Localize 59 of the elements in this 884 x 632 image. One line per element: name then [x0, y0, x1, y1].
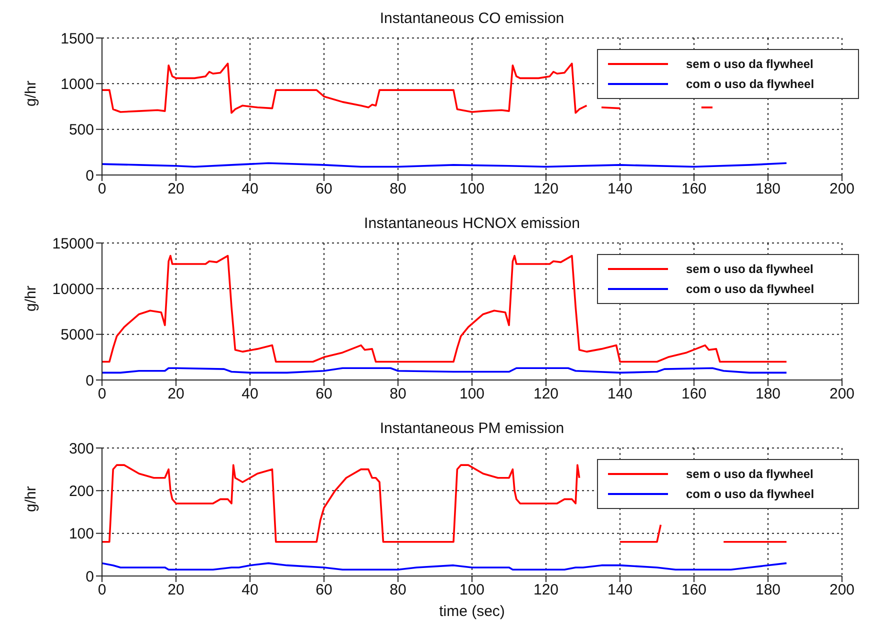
x-tick-label: 200 [829, 582, 855, 599]
x-tick-label: 80 [390, 386, 406, 403]
x-tick-label: 60 [316, 582, 332, 599]
x-tick-label: 40 [242, 386, 258, 403]
y-tick-label: 500 [68, 122, 94, 139]
x-tick-label: 180 [755, 582, 781, 599]
legend-label: com o uso da flywheel [686, 77, 814, 91]
legend-label: com o uso da flywheel [686, 282, 814, 296]
x-tick-label: 20 [168, 582, 184, 599]
x-axis-title: time (sec) [439, 603, 505, 620]
y-tick-label: 100 [68, 526, 94, 543]
x-tick-label: 180 [755, 386, 781, 403]
y-tick-label: 5000 [60, 326, 94, 344]
x-tick-label: 100 [459, 582, 485, 599]
y-tick-label: 1500 [60, 30, 94, 48]
x-tick-label: 0 [98, 582, 106, 599]
x-tick-label: 120 [533, 180, 559, 198]
x-tick-label: 80 [390, 180, 406, 198]
chart-title: Instantaneous CO emission [378, 10, 566, 27]
x-tick-label: 100 [459, 180, 485, 198]
x-tick-label: 160 [681, 386, 707, 403]
y-tick-label: 0 [86, 167, 94, 184]
y-axis-title: g/hr [22, 286, 40, 312]
legend-label: com o uso da flywheel [686, 487, 814, 501]
x-tick-label: 120 [533, 582, 559, 599]
x-tick-label: 160 [681, 582, 707, 599]
line-series [102, 562, 788, 570]
y-tick-label: 200 [68, 482, 94, 500]
x-tick-label: 20 [168, 180, 184, 198]
y-tick-label: 10000 [52, 280, 94, 298]
x-tick-label: 0 [98, 180, 106, 198]
x-tick-label: 180 [755, 180, 781, 198]
legend-label: sem o uso da flywheel [686, 262, 814, 276]
x-tick-label: 20 [168, 386, 184, 403]
y-axis-title: g/hr [22, 486, 40, 512]
x-tick-label: 200 [829, 386, 855, 403]
x-tick-label: 40 [242, 180, 258, 198]
x-tick-label: 80 [390, 582, 406, 599]
x-tick-label: 140 [607, 386, 633, 403]
y-tick-label: 0 [86, 372, 94, 390]
x-tick-label: 120 [533, 386, 559, 403]
x-tick-label: 0 [98, 386, 106, 403]
y-tick-label: 15000 [52, 235, 94, 252]
chart-title: Instantaneous HCNOX emission [363, 215, 581, 232]
y-tick-label: 1000 [60, 76, 94, 93]
y-tick-label: 300 [68, 440, 94, 458]
x-tick-label: 160 [681, 180, 707, 198]
x-tick-label: 40 [242, 582, 258, 599]
x-tick-label: 140 [607, 582, 633, 599]
x-tick-label: 60 [316, 386, 332, 403]
chart-title: Instantaneous PM emission [378, 420, 566, 437]
legend-label: sem o uso da flywheel [686, 467, 814, 481]
x-tick-label: 100 [459, 386, 485, 403]
y-axis-title: g/hr [22, 80, 40, 106]
x-tick-label: 140 [607, 180, 633, 198]
x-tick-label: 200 [829, 180, 855, 198]
y-tick-label: 0 [86, 568, 94, 586]
legend-label: sem o uso da flywheel [686, 57, 814, 71]
x-tick-label: 60 [316, 180, 332, 198]
